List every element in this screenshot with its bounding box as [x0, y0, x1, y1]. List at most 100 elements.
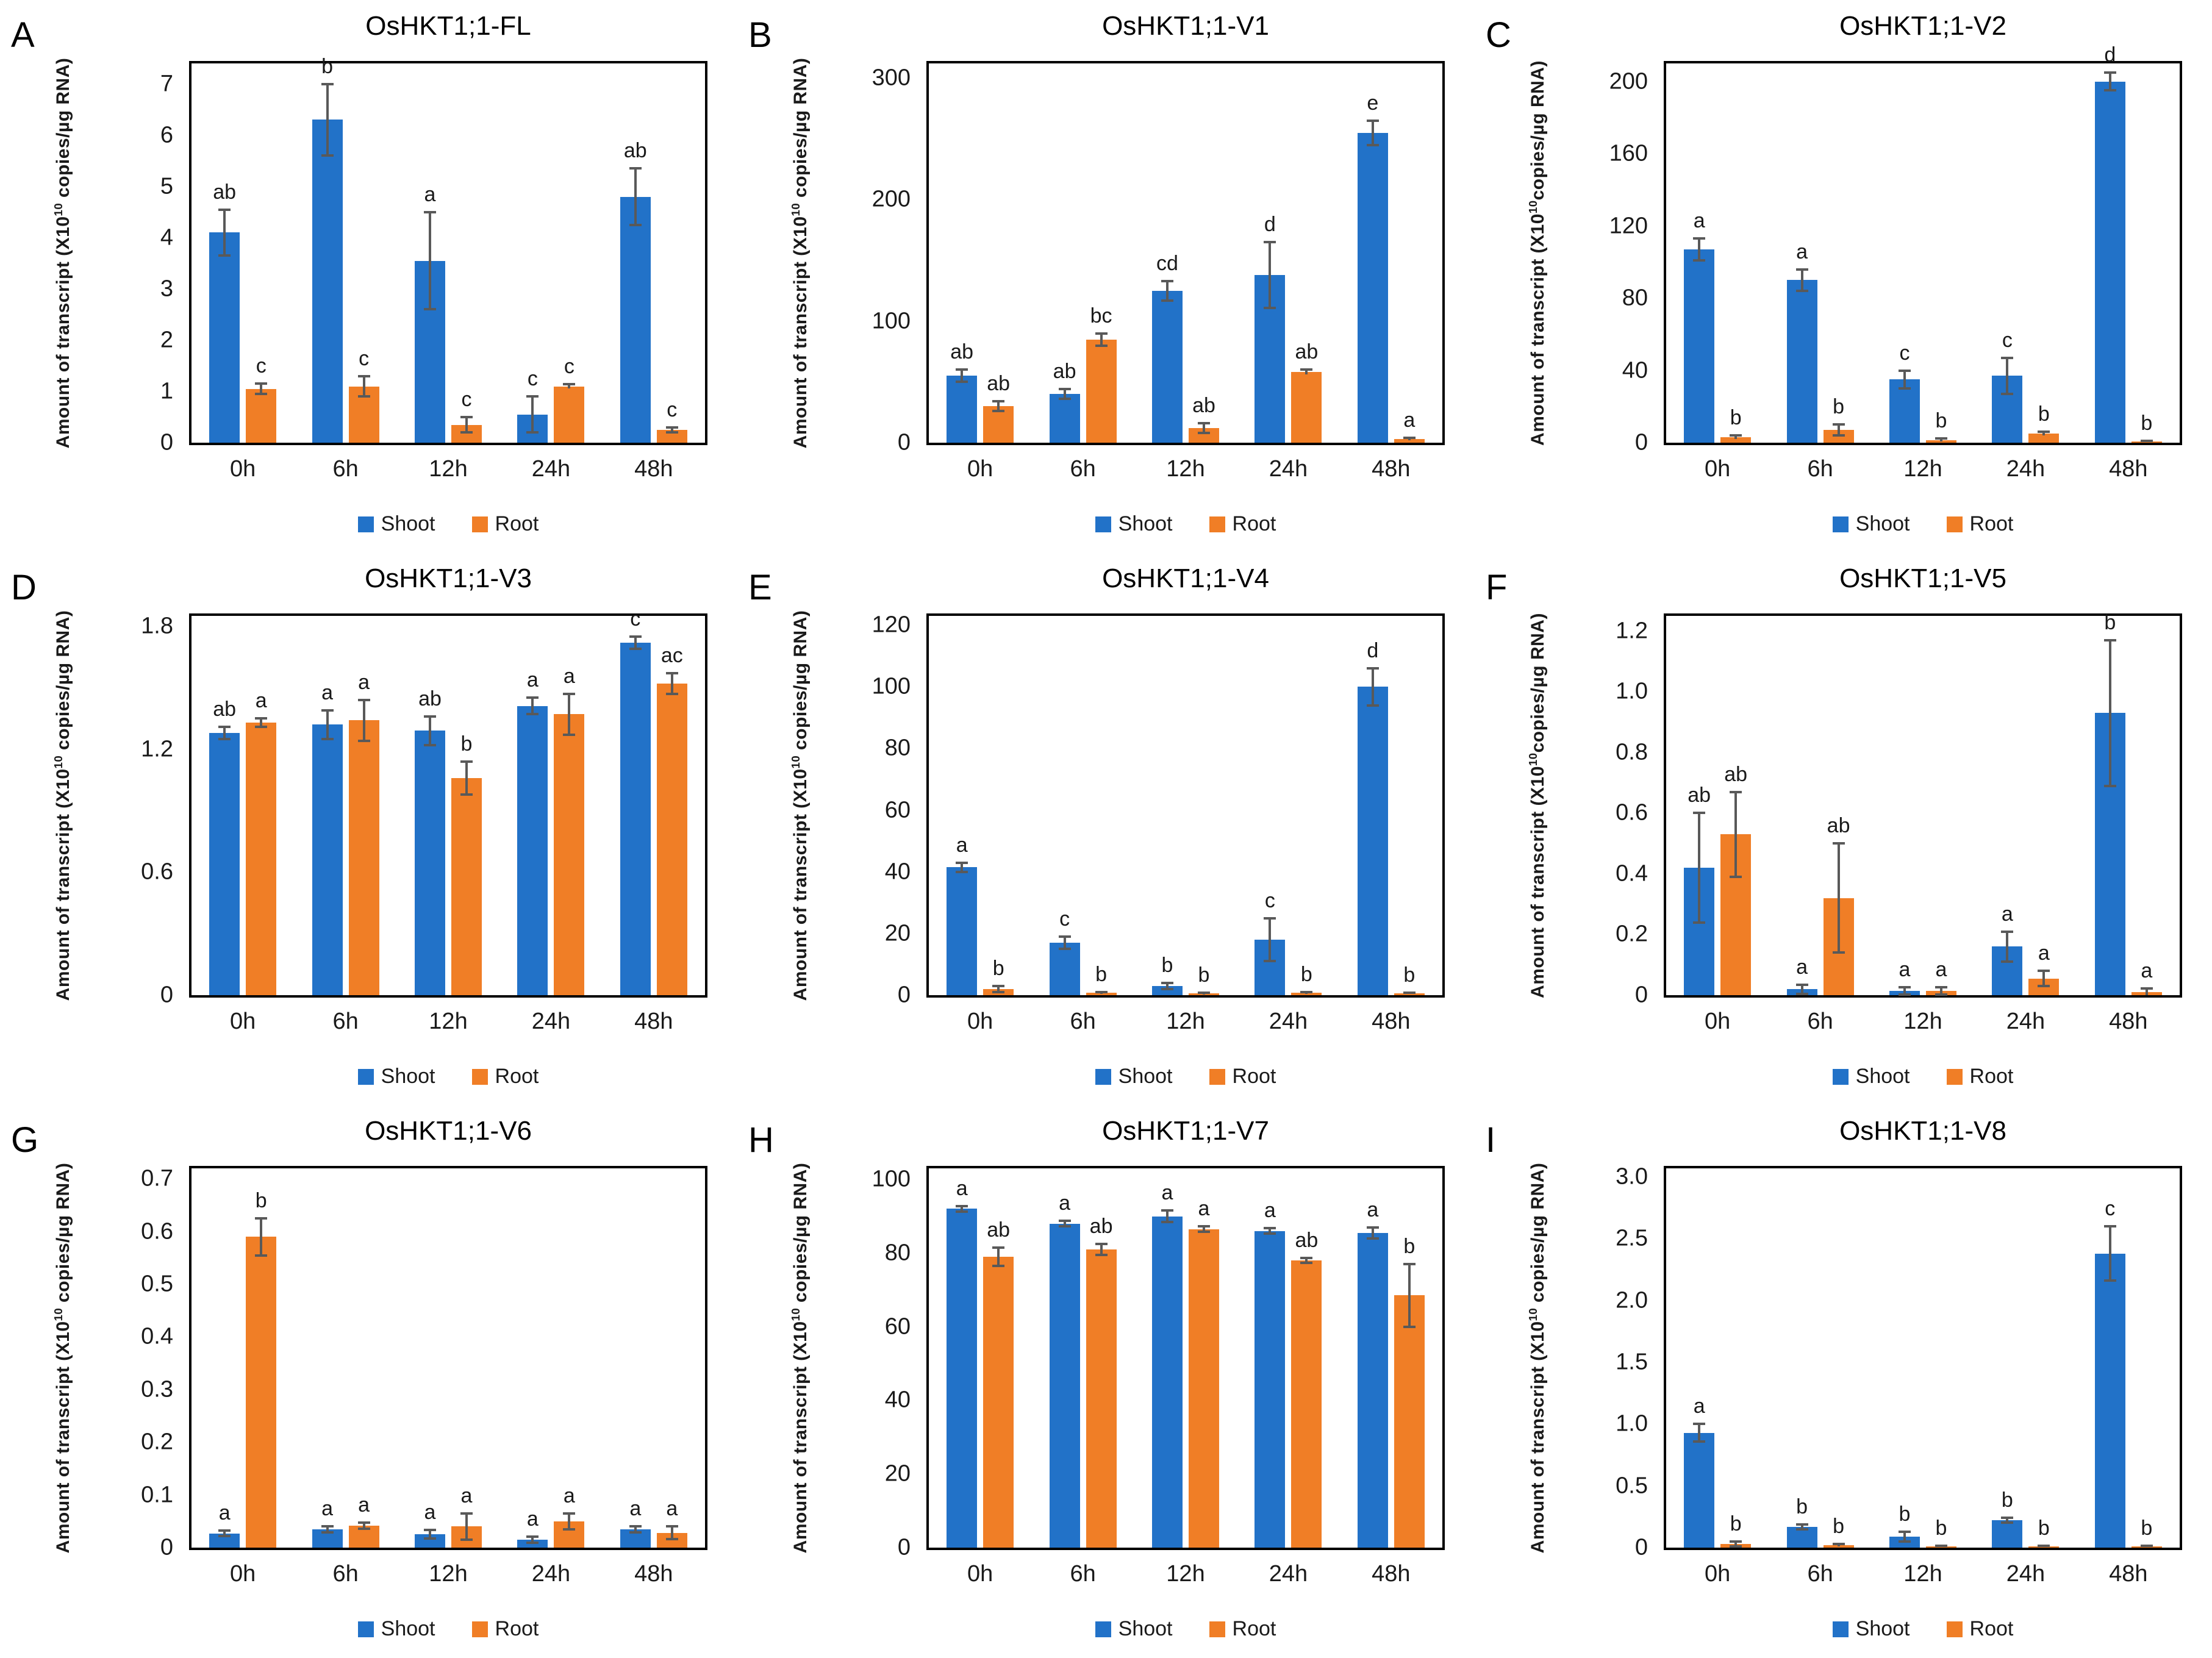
legend: Shoot Root — [926, 1065, 1445, 1088]
sig-letter-root-6h: b — [1833, 1514, 1845, 1538]
sig-letter-root-48h: b — [2141, 412, 2153, 435]
error-cap-top-root-12h — [1935, 1544, 1947, 1547]
sig-letter-shoot-0h: ab — [213, 697, 237, 721]
sig-letter-root-12h: b — [1935, 409, 1947, 433]
error-cap-top-root-12h — [1198, 991, 1210, 994]
error-bar-shoot-24h — [531, 698, 534, 715]
bar-shoot-6h — [1049, 943, 1080, 995]
sig-letter-root-0h: ab — [1724, 762, 1748, 786]
error-bar-shoot-6h — [1063, 389, 1066, 399]
sig-letter-root-48h: b — [1403, 1235, 1416, 1258]
y-tick-label: 4 — [160, 224, 173, 251]
y-tick-label: 0.5 — [141, 1271, 173, 1297]
sig-letter-root-6h: b — [1095, 962, 1108, 986]
error-cap-bottom-root-12h — [460, 1538, 473, 1542]
bar-root-0h — [1720, 437, 1752, 443]
bar-root-48h — [1394, 439, 1425, 443]
error-cap-bottom-shoot-12h — [1161, 1220, 1173, 1223]
error-cap-top-shoot-12h — [424, 210, 436, 213]
error-cap-bottom-shoot-6h — [321, 737, 334, 740]
error-cap-top-shoot-0h — [956, 368, 968, 371]
bar-shoot-6h — [1049, 394, 1080, 443]
error-bar-shoot-24h — [2006, 1518, 2009, 1523]
error-bar-root-0h — [260, 718, 263, 727]
error-bar-root-12h — [1940, 438, 1942, 441]
y-tick-label: 20 — [884, 920, 911, 946]
bar-root-48h — [1394, 1295, 1425, 1548]
x-tick-label-48h: 48h — [634, 1009, 673, 1034]
sig-letter-shoot-12h: a — [424, 182, 436, 206]
x-tick-label-24h: 24h — [2006, 1561, 2046, 1587]
sig-letter-shoot-6h: a — [1059, 1192, 1071, 1215]
y-tick-label: 2.5 — [1616, 1225, 1648, 1251]
bar-root-12h — [1189, 1229, 1219, 1548]
panel-B: B OsHKT1;1-V1 Amount of transcript (X1010 … — [737, 0, 1475, 552]
sig-letter-root-0h: c — [256, 354, 267, 378]
y-tick-label: 1.0 — [1616, 1410, 1648, 1437]
sig-letter-root-24h: c — [564, 355, 574, 379]
x-tick-label-0h: 0h — [230, 1561, 256, 1587]
y-tick-label: 0.5 — [1616, 1473, 1648, 1499]
x-tick-label-12h: 12h — [1166, 1009, 1205, 1034]
error-cap-top-shoot-6h — [321, 709, 334, 712]
legend-item-shoot: Shoot — [1832, 512, 1910, 536]
error-cap-top-shoot-6h — [321, 82, 334, 85]
sig-letter-root-12h: ab — [1192, 394, 1215, 418]
error-cap-top-shoot-6h — [1795, 1523, 1808, 1526]
y-tick-label: 100 — [872, 673, 911, 699]
error-bar-shoot-6h — [326, 84, 329, 156]
error-cap-top-root-0h — [255, 382, 268, 385]
error-cap-bottom-shoot-0h — [218, 254, 231, 257]
error-cap-bottom-shoot-6h — [1795, 992, 1808, 995]
x-tick-label-48h: 48h — [1372, 1009, 1411, 1034]
chart-title-D: OsHKT1;1-V3 — [365, 563, 532, 593]
x-tick-label-12h: 12h — [1903, 1561, 1942, 1587]
y-axis-label: Amount of transcript (X1010 copies/µg RN… — [52, 610, 74, 1001]
x-tick-label-12h: 12h — [429, 1561, 468, 1587]
error-bar-shoot-12h — [1166, 281, 1169, 301]
bar-root-0h — [246, 722, 277, 995]
error-bar-shoot-48h — [2108, 640, 2111, 786]
y-tick-label: 1.0 — [1616, 678, 1648, 704]
sig-letter-root-24h: ab — [1295, 1228, 1319, 1252]
bar-root-12h — [1189, 428, 1219, 443]
root-swatch-icon — [1209, 1621, 1225, 1637]
error-bar-root-6h — [1837, 1543, 1840, 1546]
x-tick-label-24h: 24h — [531, 456, 571, 482]
y-tick-label: 0.4 — [141, 1323, 173, 1349]
error-bar-shoot-0h — [1698, 813, 1701, 923]
error-bar-root-24h — [1305, 370, 1308, 375]
y-tick-label: 20 — [884, 1460, 911, 1487]
legend: Shoot Root — [1664, 1065, 2182, 1088]
bar-shoot-6h — [1049, 1223, 1080, 1548]
error-bar-shoot-24h — [531, 1536, 534, 1543]
sig-letter-shoot-24h: c — [527, 367, 538, 391]
error-cap-bottom-shoot-24h — [2001, 393, 2014, 396]
sig-letter-root-12h: c — [461, 387, 472, 411]
y-tick-label: 200 — [1609, 68, 1648, 95]
x-tick-label-6h: 6h — [332, 456, 359, 482]
error-cap-bottom-shoot-6h — [1795, 290, 1808, 293]
y-tick-label: 1.8 — [141, 613, 173, 639]
legend-label-root: Root — [495, 1617, 539, 1640]
error-cap-bottom-shoot-12h — [424, 1537, 436, 1540]
bar-shoot-48h — [620, 642, 651, 995]
legend-label-root: Root — [495, 1065, 539, 1088]
error-bar-root-48h — [670, 427, 673, 433]
sig-letter-shoot-24h: d — [1264, 213, 1276, 237]
error-cap-top-shoot-6h — [1058, 935, 1071, 938]
y-axis-label-exponent: 10 — [52, 202, 65, 216]
legend-label-root: Root — [495, 512, 539, 535]
error-cap-top-shoot-24h — [1264, 1227, 1276, 1230]
error-cap-top-shoot-48h — [2103, 71, 2116, 74]
error-cap-bottom-root-6h — [357, 1527, 370, 1530]
error-cap-bottom-shoot-24h — [526, 1542, 539, 1545]
error-bar-root-48h — [670, 1526, 673, 1540]
error-bar-root-6h — [1837, 843, 1840, 953]
bar-shoot-24h — [517, 706, 548, 995]
error-bar-root-0h — [997, 985, 1000, 992]
error-cap-bottom-shoot-12h — [424, 743, 436, 746]
bar-shoot-12h — [1889, 379, 1920, 443]
legend-item-shoot: Shoot — [357, 1065, 435, 1088]
